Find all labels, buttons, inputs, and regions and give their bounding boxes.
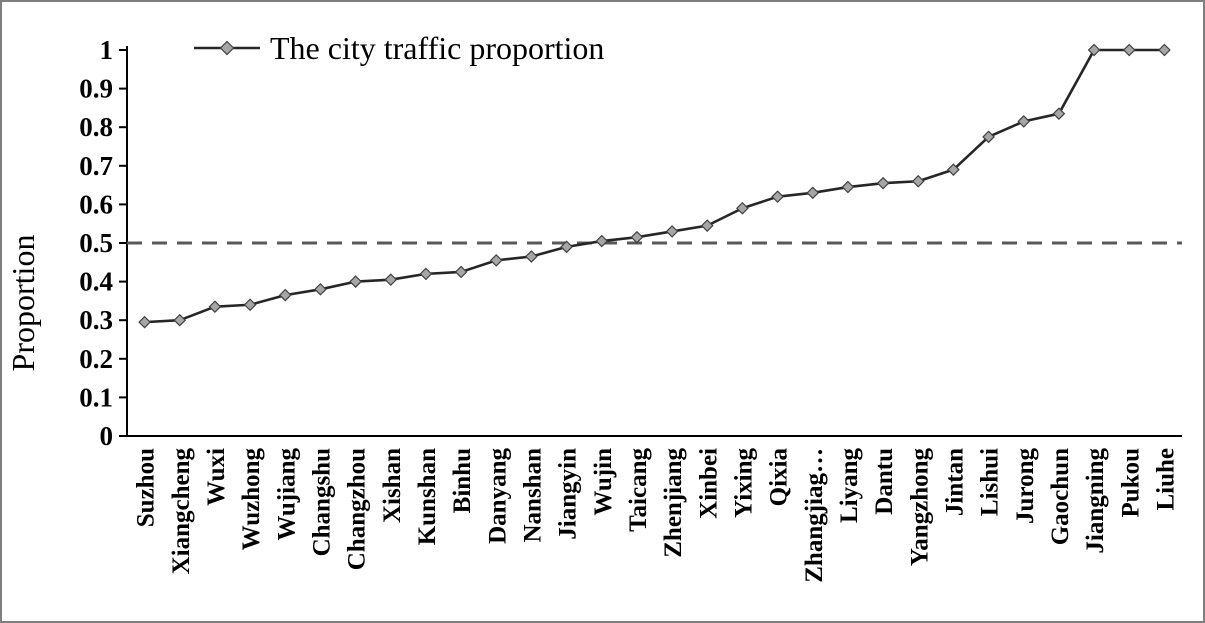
data-point-marker	[489, 254, 503, 267]
x-category-label: Jiangning	[1082, 448, 1109, 554]
data-point-marker	[384, 273, 398, 287]
data-point-marker	[771, 190, 784, 204]
y-tick-label: 0.9	[79, 74, 113, 104]
x-category-label: Dantu	[871, 448, 898, 515]
data-point-marker	[947, 163, 960, 177]
data-point-marker	[700, 219, 714, 232]
data-point-marker	[876, 176, 890, 190]
x-category-label: Binhu	[449, 448, 476, 513]
y-tick-label: 0.6	[79, 189, 113, 219]
x-category-label: Zhangjiag…	[801, 448, 828, 583]
data-point-marker	[173, 313, 187, 327]
data-point-marker	[419, 267, 433, 281]
data-point-marker	[1087, 43, 1101, 57]
data-point-marker	[630, 230, 644, 244]
data-point-marker	[314, 282, 327, 296]
x-category-label: Kunshan	[414, 448, 441, 545]
y-tick-label: 0.4	[79, 267, 113, 297]
data-point-marker	[525, 250, 538, 263]
x-category-label: Xiangcheng	[168, 448, 195, 575]
y-tick-label: 0.7	[79, 151, 113, 181]
x-category-label: Jurong	[1012, 448, 1039, 524]
data-point-marker	[243, 298, 257, 312]
data-point-marker	[349, 275, 362, 288]
x-category-label: Changzhou	[344, 448, 371, 570]
x-category-label: Wuxi	[203, 448, 230, 506]
x-category-label: Danyang	[484, 448, 511, 544]
y-tick-label: 1	[100, 35, 114, 65]
x-category-label: Jiangyin	[555, 448, 582, 540]
y-tick-label: 0.5	[79, 228, 113, 258]
y-tick-label: 0.1	[79, 382, 113, 412]
data-point-marker	[208, 300, 222, 314]
y-tick-label: 0	[100, 421, 114, 451]
x-category-label: Nanshan	[519, 448, 546, 543]
legend-label[interactable]: The city traffic proportion	[270, 30, 604, 66]
x-category-label: Taicang	[625, 448, 652, 532]
x-category-label: Xinbei	[695, 448, 722, 519]
data-point-marker	[595, 234, 609, 248]
y-tick-label: 0.8	[79, 112, 113, 142]
data-point-marker	[841, 180, 855, 194]
x-category-label: Zhenjiang	[660, 448, 687, 558]
data-point-marker	[454, 265, 468, 279]
series-line	[143, 48, 1166, 324]
data-point-marker	[1122, 43, 1136, 57]
data-point-marker	[806, 186, 820, 200]
x-category-label: Liuhe	[1152, 448, 1179, 511]
x-category-label: Wujin	[590, 448, 617, 516]
x-category-label: Changshu	[308, 448, 335, 556]
x-category-label: Yangzhong	[906, 448, 933, 567]
x-category-label: Wuzhong	[238, 448, 265, 551]
data-point-marker	[278, 288, 292, 302]
y-tick-label: 0.3	[79, 305, 113, 335]
x-category-label: Lishui	[977, 448, 1004, 516]
y-axis-title: Proportion	[5, 235, 41, 372]
legend-marker	[219, 40, 235, 56]
x-category-label: Pukou	[1117, 448, 1144, 518]
data-point-marker	[665, 225, 679, 238]
x-category-label: Yixing	[730, 448, 757, 518]
data-point-marker	[560, 240, 573, 254]
x-category-label: Suzhou	[133, 448, 160, 527]
data-point-marker	[1052, 107, 1066, 121]
data-point-marker	[911, 174, 925, 188]
x-category-label: Liyang	[836, 448, 863, 524]
data-point-marker	[138, 315, 151, 329]
x-category-label: Wujiang	[273, 448, 300, 541]
x-category-label: Gaochun	[1047, 448, 1074, 545]
data-point-marker	[982, 130, 995, 144]
data-point-marker	[1158, 43, 1171, 57]
x-category-label: Jintan	[941, 448, 968, 516]
x-category-label: Xishan	[379, 448, 406, 523]
y-tick-label: 0.2	[79, 344, 113, 374]
data-point-marker	[736, 201, 749, 215]
x-category-label: Qixia	[766, 448, 793, 507]
data-point-marker	[1017, 115, 1031, 128]
